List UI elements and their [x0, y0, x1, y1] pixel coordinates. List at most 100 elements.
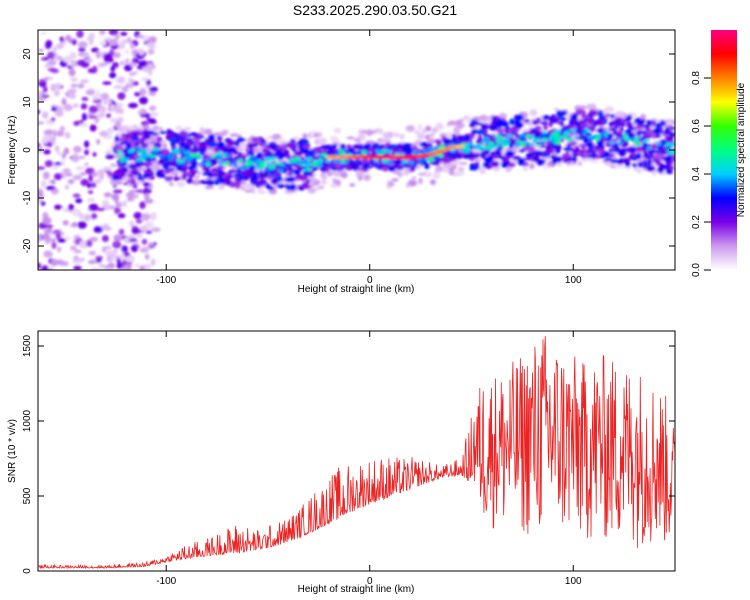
heatmap-cell	[148, 242, 154, 247]
heatmap-cell	[102, 167, 112, 171]
heatmap-cell	[189, 169, 199, 174]
heatmap-cell	[143, 263, 152, 270]
heatmap-cell	[231, 148, 236, 155]
heatmap-cell	[125, 192, 135, 198]
heatmap-cell	[110, 205, 115, 210]
heatmap-cell	[305, 168, 313, 171]
heatmap-cell	[584, 115, 592, 120]
heatmap-cell	[487, 141, 495, 146]
heatmap-cell	[235, 177, 244, 181]
heatmap-cell	[40, 201, 46, 206]
heatmap-cell	[271, 177, 279, 184]
heatmap-cell	[38, 234, 43, 242]
heatmap-cell	[383, 138, 392, 143]
heatmap-cell	[603, 134, 608, 138]
heatmap-cell	[135, 233, 143, 239]
heatmap-cell	[340, 171, 348, 179]
heatmap-cell	[98, 263, 106, 268]
heatmap-cell	[108, 30, 119, 36]
heatmap-cell	[137, 48, 145, 54]
heatmap-cell	[469, 122, 476, 128]
heatmap-cell	[90, 182, 97, 188]
heatmap-cell	[144, 198, 154, 204]
heatmap-cell	[43, 133, 53, 141]
heatmap-cell	[245, 162, 252, 167]
heatmap-cell	[556, 162, 562, 167]
heatmap-cell	[402, 171, 410, 176]
heatmap-cell	[496, 128, 505, 134]
heatmap-cell	[601, 130, 607, 134]
snr-chart: -100 0 100 0 500 1000 1500 Height of straight…	[7, 330, 676, 595]
heatmap-cell	[578, 149, 585, 154]
heatmap-cell	[288, 143, 298, 150]
heatmap-cell	[227, 171, 232, 177]
heatmap-cell	[413, 147, 421, 152]
heatmap-cell	[99, 40, 107, 46]
heatmap-cell	[123, 236, 133, 244]
heatmap-cell	[387, 149, 393, 154]
heatmap-cell	[67, 203, 75, 211]
heatmap-cell	[532, 155, 540, 163]
heatmap-cell	[505, 168, 512, 172]
heatmap-cell	[626, 128, 632, 133]
snr-x-label: Height of straight line (km)	[298, 584, 415, 595]
heatmap-cell	[147, 63, 153, 70]
heatmap-cell	[372, 144, 378, 148]
heatmap-cell	[642, 141, 647, 148]
heatmap-cell	[96, 138, 101, 145]
heatmap-cell	[139, 88, 147, 96]
heatmap-cell	[54, 204, 63, 210]
heatmap-cell	[135, 219, 143, 224]
heatmap-cell	[421, 128, 428, 134]
heatmap-cell	[86, 197, 96, 203]
heatmap-cell	[368, 147, 375, 153]
heatmap-cell	[387, 131, 394, 137]
heatmap-cell	[244, 189, 252, 193]
heatmap-cell	[139, 201, 146, 210]
heatmap-cell	[650, 122, 655, 126]
heatmap-cell	[77, 41, 88, 48]
heatmap-cell	[495, 138, 501, 144]
heatmap-cell	[391, 178, 399, 182]
heatmap-cell	[72, 193, 81, 198]
heatmap-cell	[158, 127, 164, 131]
heatmap-cell	[109, 72, 117, 79]
heatmap-cell	[125, 83, 135, 87]
heatmap-cell	[622, 141, 629, 146]
heatmap-cell	[70, 77, 78, 82]
heatmap-cell	[424, 134, 431, 140]
heatmap-cell	[339, 143, 346, 148]
spectrogram-y-tick-label: -10	[22, 190, 33, 205]
heatmap-cell	[355, 171, 364, 178]
snr-y-tick-label: 1000	[22, 409, 33, 432]
heatmap-cell	[150, 212, 157, 221]
heatmap-cell	[135, 130, 141, 137]
heatmap-cell	[125, 257, 136, 263]
heatmap-cell	[598, 143, 604, 148]
heatmap-cell	[64, 184, 70, 190]
heatmap-cell	[397, 148, 403, 152]
heatmap-cell	[223, 161, 231, 166]
heatmap-cell	[92, 152, 97, 157]
heatmap-cell	[466, 153, 475, 159]
heatmap-cell	[115, 145, 124, 153]
heatmap-cell	[494, 135, 503, 139]
heatmap-cell	[589, 128, 595, 132]
heatmap-cell	[143, 113, 151, 118]
heatmap-cell	[57, 238, 67, 243]
heatmap-cell	[218, 161, 224, 166]
heatmap-cell	[78, 257, 85, 262]
heatmap-cell	[480, 123, 489, 131]
heatmap-cell	[73, 234, 81, 240]
heatmap-cell	[139, 108, 147, 114]
heatmap-cell	[119, 254, 126, 262]
heatmap-cell	[127, 149, 135, 153]
heatmap-cell	[611, 123, 618, 127]
spectrogram-y-ticks: -20 -10 0 10 20	[22, 48, 675, 253]
heatmap-cell	[54, 82, 62, 90]
heatmap-cell	[123, 64, 133, 72]
heatmap-cell	[134, 146, 140, 152]
heatmap-cell	[69, 210, 79, 215]
heatmap-cell	[70, 245, 77, 251]
heatmap-cell	[534, 125, 542, 131]
